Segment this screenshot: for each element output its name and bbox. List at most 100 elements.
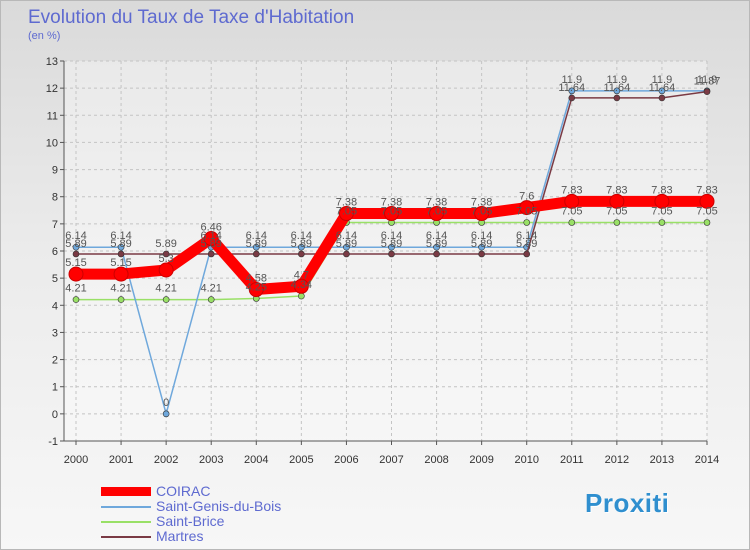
data-point-saint-brice xyxy=(658,219,666,226)
data-label-martres: 5.89 xyxy=(381,238,402,250)
data-label-saint-genis-du-bois: 6.14 xyxy=(426,230,447,242)
x-tick-label: 2001 xyxy=(109,454,133,466)
x-tick-label: 2008 xyxy=(424,454,448,466)
data-label-saint-genis-du-bois: 6.14 xyxy=(516,230,537,242)
data-label-saint-brice: 4.21 xyxy=(110,283,131,295)
legend-label: Saint-Brice xyxy=(156,513,225,529)
data-point-saint-genis-du-bois xyxy=(343,243,350,251)
grid xyxy=(64,60,708,442)
data-point-martres xyxy=(117,250,125,258)
data-point-saint-brice xyxy=(523,219,531,226)
y-tick-label: 12 xyxy=(46,83,58,95)
x-tick-label: 2003 xyxy=(199,454,223,466)
y-tick-label: 9 xyxy=(52,165,58,177)
data-point-coirac xyxy=(609,193,625,209)
data-point-martres xyxy=(388,250,395,258)
data-point-martres xyxy=(162,250,170,258)
data-label-saint-brice: 4.21 xyxy=(65,283,86,295)
data-point-martres xyxy=(613,94,621,102)
data-label-martres: 5.89 xyxy=(65,238,86,250)
data-label-coirac: 5.15 xyxy=(65,257,86,269)
data-label-martres: 5.89 xyxy=(336,238,357,250)
data-point-saint-brice xyxy=(72,296,80,303)
data-label-martres: 11.64 xyxy=(558,82,585,94)
x-tick-label: 2000 xyxy=(64,454,88,466)
x-tick-label: 2007 xyxy=(379,454,403,466)
y-tick-label: 7 xyxy=(52,219,58,231)
data-label-saint-genis-du-bois: 6.14 xyxy=(110,230,131,242)
data-point-saint-genis-du-bois xyxy=(117,243,125,251)
data-label-martres: 11.87 xyxy=(694,76,721,88)
x-tick-label: 2009 xyxy=(469,454,493,466)
data-label-coirac: 7.6 xyxy=(519,191,534,203)
data-point-saint-genis-du-bois xyxy=(298,243,305,251)
data-point-saint-brice xyxy=(613,219,621,226)
data-label-coirac: 5.15 xyxy=(110,257,131,269)
y-tick-label: 10 xyxy=(46,137,58,149)
data-point-saint-brice xyxy=(207,296,215,303)
y-tick-label: 3 xyxy=(52,327,58,339)
legend-swatch xyxy=(101,536,151,538)
data-label-saint-genis-du-bois: 6.14 xyxy=(381,230,402,242)
data-point-coirac xyxy=(474,206,490,222)
x-tick-label: 2011 xyxy=(560,454,584,466)
data-point-martres xyxy=(658,94,666,102)
data-label-martres: 5.89 xyxy=(246,238,267,250)
data-label-coirac: 7.38 xyxy=(426,197,447,209)
data-label-saint-genis-du-bois: 11.9 xyxy=(607,74,628,86)
data-label-saint-brice: 7.05 xyxy=(561,206,582,218)
data-point-coirac xyxy=(113,266,129,282)
data-point-coirac xyxy=(429,206,445,222)
data-label-martres: 5.89 xyxy=(110,238,131,250)
chart-unit-label: (en %) xyxy=(28,30,61,42)
data-point-martres xyxy=(298,250,305,258)
data-point-saint-brice xyxy=(298,292,305,300)
x-tick-label: 2012 xyxy=(605,454,629,466)
data-label-saint-genis-du-bois: 6.14 xyxy=(201,230,222,242)
data-point-saint-genis-du-bois xyxy=(433,243,440,251)
data-label-coirac: 5.3 xyxy=(158,253,173,265)
legend-swatch xyxy=(101,487,151,496)
data-point-saint-brice xyxy=(568,219,576,226)
legend-swatch xyxy=(101,506,151,508)
data-label-martres: 5.89 xyxy=(471,238,492,250)
y-tick-label: 13 xyxy=(46,56,58,68)
data-label-coirac: 6.46 xyxy=(201,222,222,234)
data-label-saint-genis-du-bois: 6.14 xyxy=(65,230,86,242)
data-point-saint-genis-du-bois xyxy=(658,87,666,95)
y-tick-label: 0 xyxy=(52,409,58,421)
data-label-martres: 5.89 xyxy=(291,238,312,250)
y-tick-label: 6 xyxy=(52,246,58,258)
y-tick-label: 1 xyxy=(52,382,58,394)
legend-label: Martres xyxy=(156,528,204,544)
data-label-saint-brice: 4.25 xyxy=(246,282,267,294)
data-point-martres xyxy=(703,88,711,95)
data-label-coirac: 4.7 xyxy=(294,269,309,281)
data-point-saint-genis-du-bois xyxy=(568,87,576,95)
data-label-saint-brice: 7.05 xyxy=(696,206,717,218)
data-point-saint-brice xyxy=(703,219,711,226)
data-point-saint-genis-du-bois xyxy=(388,243,395,251)
x-tick-label: 2013 xyxy=(650,454,674,466)
data-label-saint-genis-du-bois: 6.14 xyxy=(471,230,492,242)
data-point-coirac xyxy=(699,193,715,209)
data-label-saint-brice: 7.05 xyxy=(516,206,537,218)
data-point-martres xyxy=(523,250,531,258)
data-label-coirac: 7.83 xyxy=(651,184,672,196)
data-label-saint-brice: 4.34 xyxy=(291,279,312,291)
data-label-martres: 5.89 xyxy=(516,238,537,250)
data-point-saint-genis-du-bois xyxy=(162,410,170,418)
data-label-coirac: 7.38 xyxy=(336,197,357,209)
chart-title: Evolution du Taux de Taxe d'Habitation xyxy=(28,7,355,28)
x-tick-label: 2010 xyxy=(514,454,538,466)
x-tick-label: 2014 xyxy=(695,454,719,466)
data-label-saint-brice: 7.05 xyxy=(651,206,672,218)
data-label-martres: 5.89 xyxy=(201,238,222,250)
data-point-coirac xyxy=(248,282,264,298)
data-label-coirac: 7.38 xyxy=(381,197,402,209)
data-point-saint-brice xyxy=(162,296,170,303)
data-label-saint-brice: 4.21 xyxy=(201,283,222,295)
data-label-martres: 5.89 xyxy=(426,238,447,250)
data-point-martres xyxy=(478,250,485,258)
